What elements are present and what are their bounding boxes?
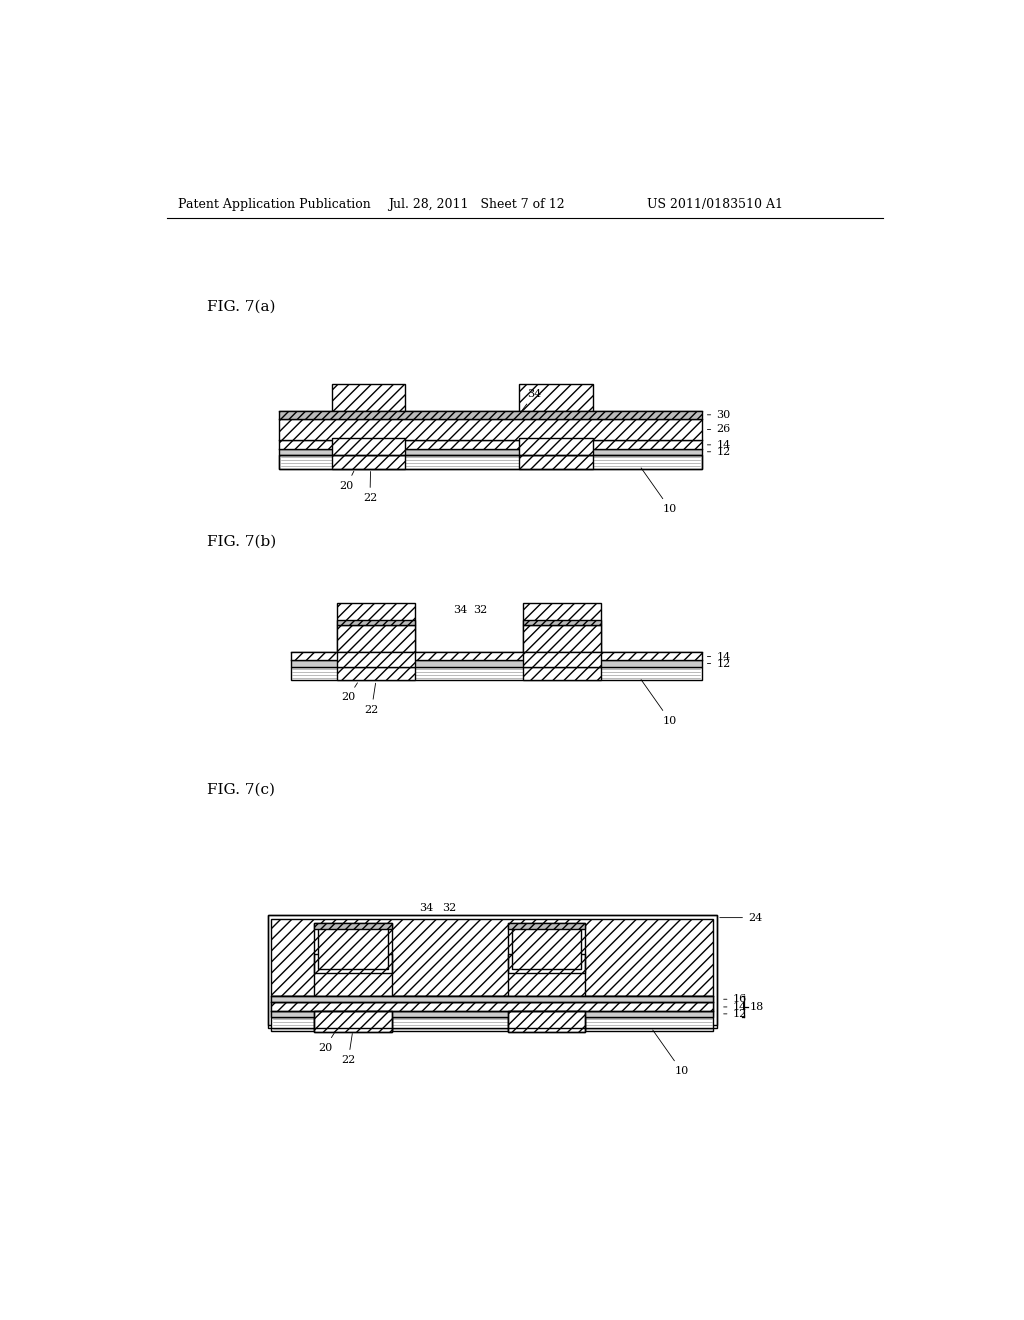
Bar xyxy=(267,915,717,1024)
Bar xyxy=(271,1016,713,1031)
Bar xyxy=(271,1002,713,1011)
Bar xyxy=(314,1011,391,1032)
Text: 20: 20 xyxy=(340,471,354,491)
Bar xyxy=(508,923,586,973)
Text: 12: 12 xyxy=(708,446,730,457)
Bar xyxy=(280,449,701,455)
Text: 10: 10 xyxy=(652,1030,688,1076)
Bar xyxy=(280,455,701,469)
Bar xyxy=(271,997,713,1002)
Text: 26: 26 xyxy=(708,425,730,434)
Text: US 2011/0183510 A1: US 2011/0183510 A1 xyxy=(647,198,783,211)
Text: Jul. 28, 2011   Sheet 7 of 12: Jul. 28, 2011 Sheet 7 of 12 xyxy=(388,198,564,211)
Bar xyxy=(271,1011,713,1016)
Bar xyxy=(271,997,713,1002)
Bar xyxy=(332,384,406,469)
Text: Patent Application Publication: Patent Application Publication xyxy=(178,198,371,211)
Text: 16: 16 xyxy=(724,994,746,1005)
Bar xyxy=(512,927,582,969)
Text: 14: 14 xyxy=(708,652,730,661)
Text: 20: 20 xyxy=(341,682,357,702)
Bar xyxy=(523,626,601,652)
Text: 30: 30 xyxy=(708,409,730,420)
Bar xyxy=(314,923,391,973)
Bar xyxy=(508,923,586,929)
Bar xyxy=(337,619,415,626)
Text: 32: 32 xyxy=(473,605,487,615)
Bar xyxy=(337,603,415,681)
Bar xyxy=(508,1011,586,1032)
Text: 24: 24 xyxy=(720,912,762,923)
Text: 12: 12 xyxy=(708,659,730,668)
Bar xyxy=(508,954,586,1031)
Bar xyxy=(523,619,601,626)
Text: 34: 34 xyxy=(454,605,468,615)
Bar xyxy=(271,1002,713,1011)
Bar xyxy=(314,923,391,929)
Bar xyxy=(523,603,601,681)
Bar xyxy=(291,660,701,667)
Bar xyxy=(291,667,701,681)
Text: 10: 10 xyxy=(641,467,677,513)
Bar xyxy=(280,418,701,441)
Bar xyxy=(314,1011,391,1032)
Bar xyxy=(519,438,593,455)
Text: 22: 22 xyxy=(341,1034,355,1065)
Text: 18: 18 xyxy=(750,1002,764,1011)
Text: 22: 22 xyxy=(365,684,379,714)
Bar xyxy=(314,954,391,1031)
Bar xyxy=(291,652,701,660)
Text: 34: 34 xyxy=(521,389,542,412)
Bar xyxy=(267,915,717,1028)
Text: FIG. 7(b): FIG. 7(b) xyxy=(207,535,276,549)
Text: FIG. 7(c): FIG. 7(c) xyxy=(207,783,275,797)
Bar xyxy=(271,919,713,997)
Bar xyxy=(523,652,601,667)
Text: 22: 22 xyxy=(362,471,377,503)
Bar xyxy=(317,927,388,969)
Bar xyxy=(280,411,701,418)
Bar xyxy=(332,438,406,455)
Text: 12: 12 xyxy=(724,1008,746,1019)
Bar xyxy=(271,1011,713,1016)
Bar xyxy=(519,384,593,469)
Bar xyxy=(337,652,415,667)
Bar xyxy=(280,455,701,469)
Text: FIG. 7(a): FIG. 7(a) xyxy=(207,300,275,313)
Text: 10: 10 xyxy=(641,680,677,726)
Bar xyxy=(280,441,701,449)
Text: 20: 20 xyxy=(317,1034,334,1053)
Text: 14: 14 xyxy=(724,1002,746,1012)
Text: 34: 34 xyxy=(419,903,433,912)
Text: 32: 32 xyxy=(442,903,456,912)
Bar xyxy=(337,626,415,652)
Bar xyxy=(508,1011,586,1032)
Text: 14: 14 xyxy=(708,440,730,450)
